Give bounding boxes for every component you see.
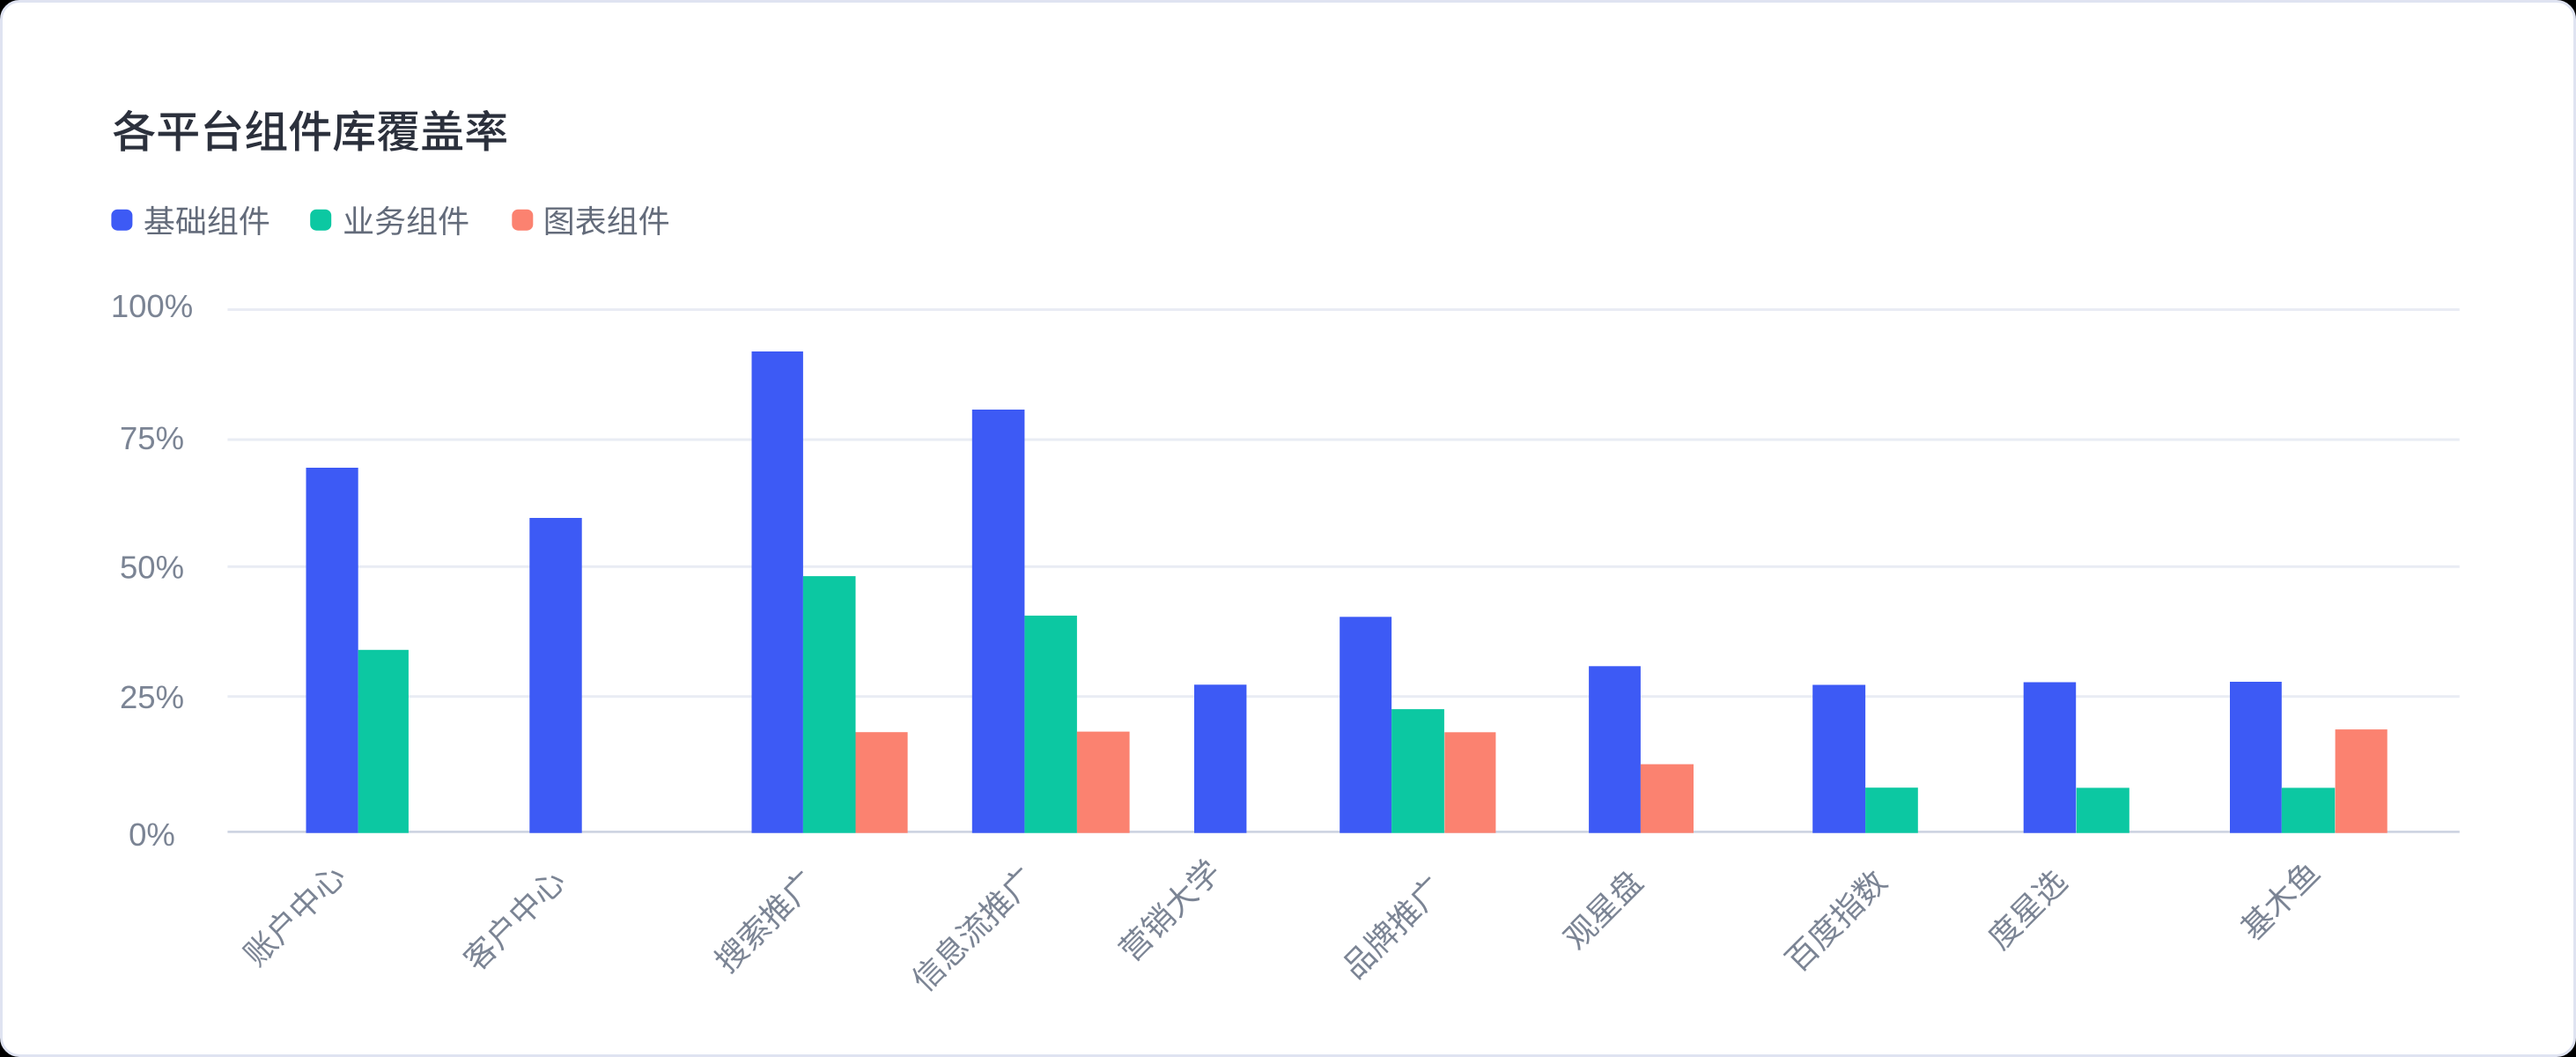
svg-text:100%: 100%	[111, 288, 193, 324]
svg-text:25%: 25%	[120, 679, 184, 715]
svg-text:50%: 50%	[120, 549, 184, 585]
svg-text:0%: 0%	[129, 817, 175, 853]
svg-text:75%: 75%	[120, 420, 184, 456]
